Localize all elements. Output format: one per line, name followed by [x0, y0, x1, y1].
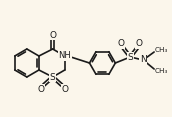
Text: S: S: [50, 73, 56, 82]
Text: O: O: [118, 40, 125, 49]
Text: O: O: [49, 31, 56, 40]
Text: N: N: [140, 55, 147, 64]
Text: S: S: [127, 53, 133, 62]
Text: NH: NH: [58, 51, 71, 60]
Text: O: O: [61, 84, 68, 93]
Text: O: O: [136, 40, 143, 49]
Text: O: O: [37, 84, 44, 93]
Text: CH₃: CH₃: [155, 47, 169, 53]
Text: CH₃: CH₃: [155, 68, 169, 74]
